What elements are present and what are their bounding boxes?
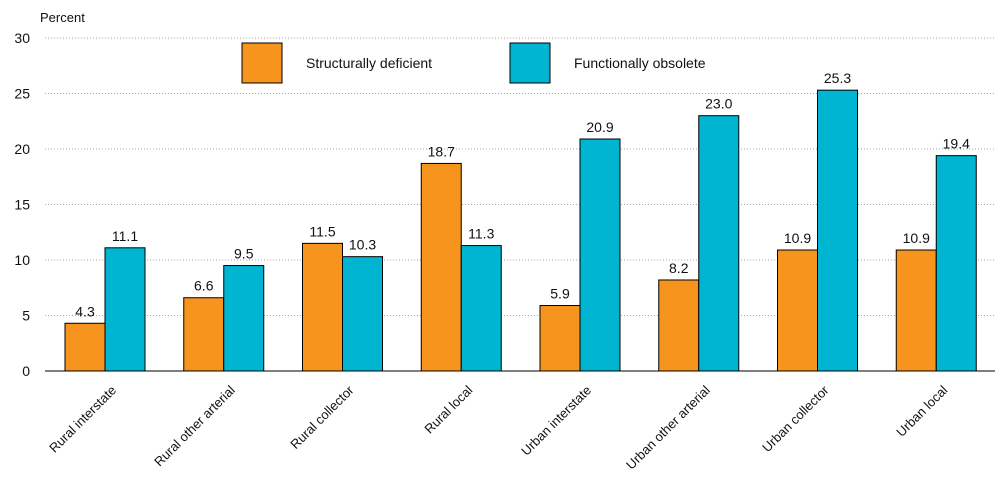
data-label: 4.3 (75, 303, 95, 319)
bar (935, 155, 977, 372)
x-tick-label: Urban other arterial (623, 382, 713, 472)
bars (64, 89, 977, 372)
bar (539, 305, 581, 372)
y-tick-label: 30 (14, 30, 30, 46)
data-label: 5.9 (550, 286, 570, 302)
data-label: 18.7 (428, 143, 455, 159)
x-tick-label: Urban local (893, 382, 950, 439)
data-label: 19.4 (943, 136, 970, 152)
bar (342, 256, 383, 372)
x-tick-label: Rural local (421, 382, 475, 436)
legend: Structurally deficient Functionally obsol… (241, 42, 706, 84)
bar (698, 115, 740, 372)
y-axis-ticks: 0 5 10 15 20 25 30 (14, 30, 30, 379)
bar (460, 245, 502, 372)
legend-swatch (241, 42, 283, 84)
data-label: 6.6 (194, 278, 214, 294)
data-label: 11.3 (468, 226, 494, 242)
y-tick-label: 20 (14, 141, 30, 157)
x-tick-label: Urban interstate (518, 383, 594, 459)
data-label: 11.5 (309, 223, 335, 239)
bar (104, 247, 146, 372)
x-tick-label: Rural interstate (46, 383, 119, 456)
bar (777, 249, 818, 372)
data-label: 8.2 (669, 260, 689, 276)
y-axis-title: Percent (40, 10, 85, 25)
data-label: 23.0 (705, 96, 732, 112)
legend-label: Functionally obsolete (574, 55, 706, 71)
bar (223, 265, 265, 372)
x-tick-label: Rural other arterial (151, 382, 238, 469)
bar (895, 249, 937, 372)
data-label: 10.9 (784, 230, 811, 246)
y-tick-label: 25 (14, 86, 30, 102)
bar (420, 162, 462, 372)
data-label: 10.3 (349, 237, 376, 253)
y-tick-label: 15 (14, 197, 30, 213)
y-tick-label: 5 (22, 308, 30, 324)
bar (658, 279, 700, 372)
data-label: 10.9 (903, 230, 930, 246)
data-labels: 4.3 11.1 6.6 9.5 11.5 10.3 18.7 11.3 5.9 20.9 8.2 2… (75, 70, 970, 319)
x-tick-label: Rural collector (287, 382, 357, 452)
bar (183, 297, 225, 372)
data-label: 9.5 (234, 246, 254, 262)
data-label: 25.3 (824, 70, 851, 86)
data-label: 11.1 (112, 228, 138, 244)
data-label: 20.9 (586, 119, 613, 135)
legend-swatch (509, 42, 551, 84)
bar (579, 138, 621, 372)
bar (302, 242, 343, 372)
y-tick-label: 0 (22, 363, 30, 379)
gridlines (45, 37, 995, 316)
x-tick-label: Urban collector (759, 382, 832, 455)
legend-label: Structurally deficient (306, 55, 432, 71)
x-axis-labels: Rural interstate Rural other arterial Rura… (46, 382, 950, 472)
bar (817, 89, 858, 372)
bar (64, 322, 106, 372)
y-tick-label: 10 (14, 252, 30, 268)
